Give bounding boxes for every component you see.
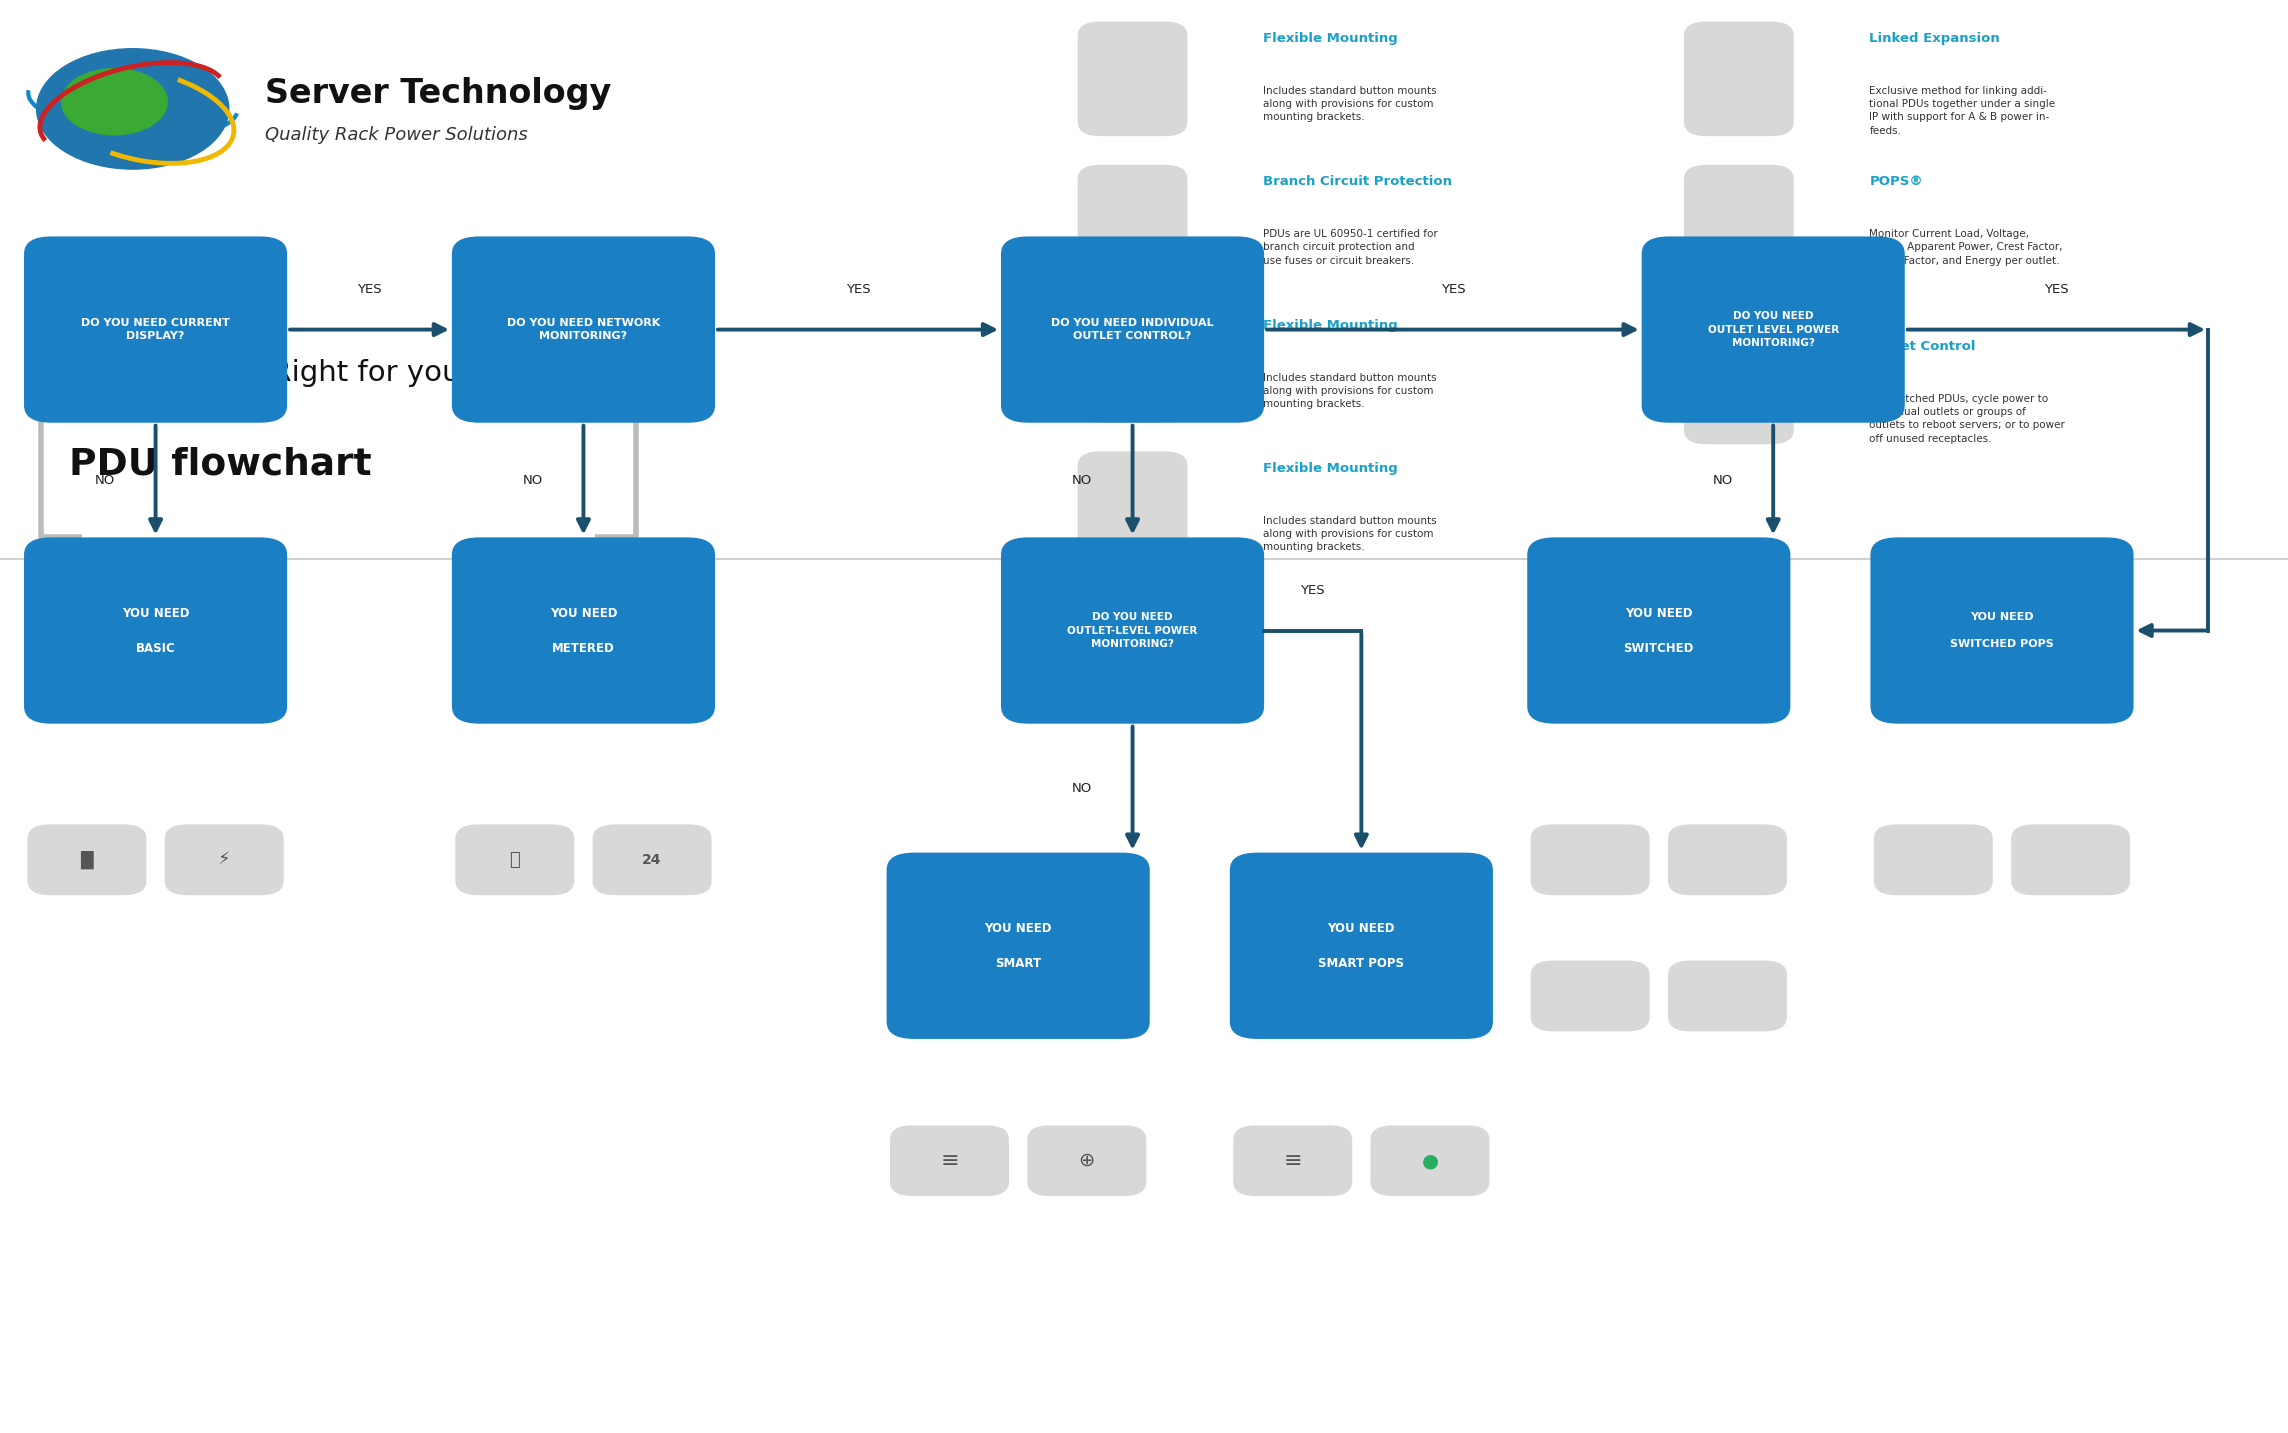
Text: YOU NEED

BASIC: YOU NEED BASIC — [121, 606, 190, 655]
FancyBboxPatch shape — [1531, 960, 1650, 1032]
FancyBboxPatch shape — [1526, 537, 1789, 724]
Text: DO YOU NEED NETWORK
MONITORING?: DO YOU NEED NETWORK MONITORING? — [508, 318, 659, 341]
Text: YOU NEED

METERED: YOU NEED METERED — [549, 606, 618, 655]
FancyBboxPatch shape — [1078, 21, 1187, 136]
FancyBboxPatch shape — [455, 824, 574, 896]
Text: Quality Rack Power Solutions: Quality Rack Power Solutions — [265, 126, 529, 143]
FancyBboxPatch shape — [1371, 1125, 1489, 1197]
Text: YOU NEED

SWITCHED: YOU NEED SWITCHED — [1624, 606, 1693, 655]
Text: ●: ● — [1421, 1151, 1439, 1171]
Text: ⊕: ⊕ — [1078, 1151, 1096, 1171]
FancyBboxPatch shape — [1078, 308, 1187, 423]
FancyBboxPatch shape — [23, 236, 286, 423]
Text: POPS®: POPS® — [1869, 175, 1922, 189]
FancyBboxPatch shape — [2011, 824, 2130, 896]
Text: Includes standard button mounts
along with provisions for custom
mounting bracke: Includes standard button mounts along wi… — [1263, 86, 1437, 122]
Text: DO YOU NEED CURRENT
DISPLAY?: DO YOU NEED CURRENT DISPLAY? — [80, 318, 231, 341]
Text: Exclusive method for linking addi-
tional PDUs together under a single
IP with s: Exclusive method for linking addi- tiona… — [1869, 86, 2055, 136]
FancyBboxPatch shape — [1668, 960, 1787, 1032]
Text: 24: 24 — [643, 853, 661, 867]
Text: YES: YES — [1441, 282, 1464, 297]
Text: NO: NO — [1714, 473, 1732, 487]
FancyBboxPatch shape — [1000, 537, 1263, 724]
FancyBboxPatch shape — [1684, 21, 1794, 136]
FancyBboxPatch shape — [1874, 824, 1993, 896]
Text: DO YOU NEED
OUTLET-LEVEL POWER
MONITORING?: DO YOU NEED OUTLET-LEVEL POWER MONITORIN… — [1068, 612, 1197, 649]
Text: YOU NEED

SMART: YOU NEED SMART — [984, 921, 1052, 970]
Text: 🛡: 🛡 — [510, 851, 519, 868]
FancyBboxPatch shape — [1640, 236, 1904, 423]
Text: ▐▌: ▐▌ — [73, 851, 101, 868]
FancyBboxPatch shape — [451, 537, 714, 724]
Text: Which PDU is Right for you?: Which PDU is Right for you? — [69, 358, 476, 387]
Text: Flexible Mounting: Flexible Mounting — [1263, 461, 1398, 476]
FancyBboxPatch shape — [890, 1125, 1009, 1197]
FancyBboxPatch shape — [885, 853, 1149, 1039]
FancyBboxPatch shape — [27, 824, 146, 896]
Text: DO YOU NEED
OUTLET LEVEL POWER
MONITORING?: DO YOU NEED OUTLET LEVEL POWER MONITORIN… — [1707, 311, 1840, 348]
FancyBboxPatch shape — [1078, 165, 1187, 279]
Text: PDUs are UL 60950-1 certified for
branch circuit protection and
use fuses or cir: PDUs are UL 60950-1 certified for branch… — [1263, 229, 1437, 265]
Text: Flexible Mounting: Flexible Mounting — [1263, 32, 1398, 46]
Text: DO YOU NEED INDIVIDUAL
OUTLET CONTROL?: DO YOU NEED INDIVIDUAL OUTLET CONTROL? — [1050, 318, 1215, 341]
Text: YES: YES — [847, 282, 869, 297]
FancyBboxPatch shape — [1684, 330, 1794, 444]
FancyBboxPatch shape — [1233, 1125, 1352, 1197]
FancyBboxPatch shape — [1027, 1125, 1146, 1197]
Text: YES: YES — [2043, 282, 2068, 297]
FancyBboxPatch shape — [1869, 537, 2132, 724]
Text: YOU NEED

SWITCHED POPS: YOU NEED SWITCHED POPS — [1949, 612, 2055, 649]
FancyBboxPatch shape — [1668, 824, 1787, 896]
Text: YES: YES — [357, 282, 382, 297]
Text: ≡: ≡ — [940, 1151, 959, 1171]
Text: Includes standard button mounts
along with provisions for custom
mounting bracke: Includes standard button mounts along wi… — [1263, 373, 1437, 408]
FancyBboxPatch shape — [451, 236, 714, 423]
Circle shape — [37, 49, 229, 169]
Text: NO: NO — [524, 473, 542, 487]
Text: NO: NO — [1073, 473, 1091, 487]
Text: PDU flowchart: PDU flowchart — [69, 446, 371, 483]
Text: Includes standard button mounts
along with provisions for custom
mounting bracke: Includes standard button mounts along wi… — [1263, 516, 1437, 552]
FancyBboxPatch shape — [1531, 824, 1650, 896]
FancyBboxPatch shape — [1000, 236, 1263, 423]
Text: ≡: ≡ — [1284, 1151, 1302, 1171]
FancyBboxPatch shape — [1229, 853, 1492, 1039]
Text: Server Technology: Server Technology — [265, 76, 611, 110]
Text: Linked Expansion: Linked Expansion — [1869, 32, 2000, 46]
Text: YOU NEED

SMART POPS: YOU NEED SMART POPS — [1318, 921, 1405, 970]
Text: NO: NO — [96, 473, 114, 487]
Text: Outlet Control: Outlet Control — [1869, 340, 1977, 354]
Text: ⚡: ⚡ — [217, 851, 231, 868]
FancyBboxPatch shape — [165, 824, 284, 896]
FancyBboxPatch shape — [593, 824, 712, 896]
FancyBboxPatch shape — [23, 537, 286, 724]
Text: On Switched PDUs, cycle power to
individual outlets or groups of
outlets to rebo: On Switched PDUs, cycle power to individ… — [1869, 394, 2066, 444]
Text: Flexible Mounting: Flexible Mounting — [1263, 318, 1398, 332]
Text: Branch Circuit Protection: Branch Circuit Protection — [1263, 175, 1453, 189]
Text: NO: NO — [1073, 781, 1091, 795]
Circle shape — [62, 69, 167, 135]
FancyBboxPatch shape — [1078, 451, 1187, 566]
Text: YES: YES — [1300, 583, 1325, 598]
Text: Monitor Current Load, Voltage,
Power, Apparent Power, Crest Factor,
Power Factor: Monitor Current Load, Voltage, Power, Ap… — [1869, 229, 2064, 265]
FancyBboxPatch shape — [1684, 165, 1794, 279]
